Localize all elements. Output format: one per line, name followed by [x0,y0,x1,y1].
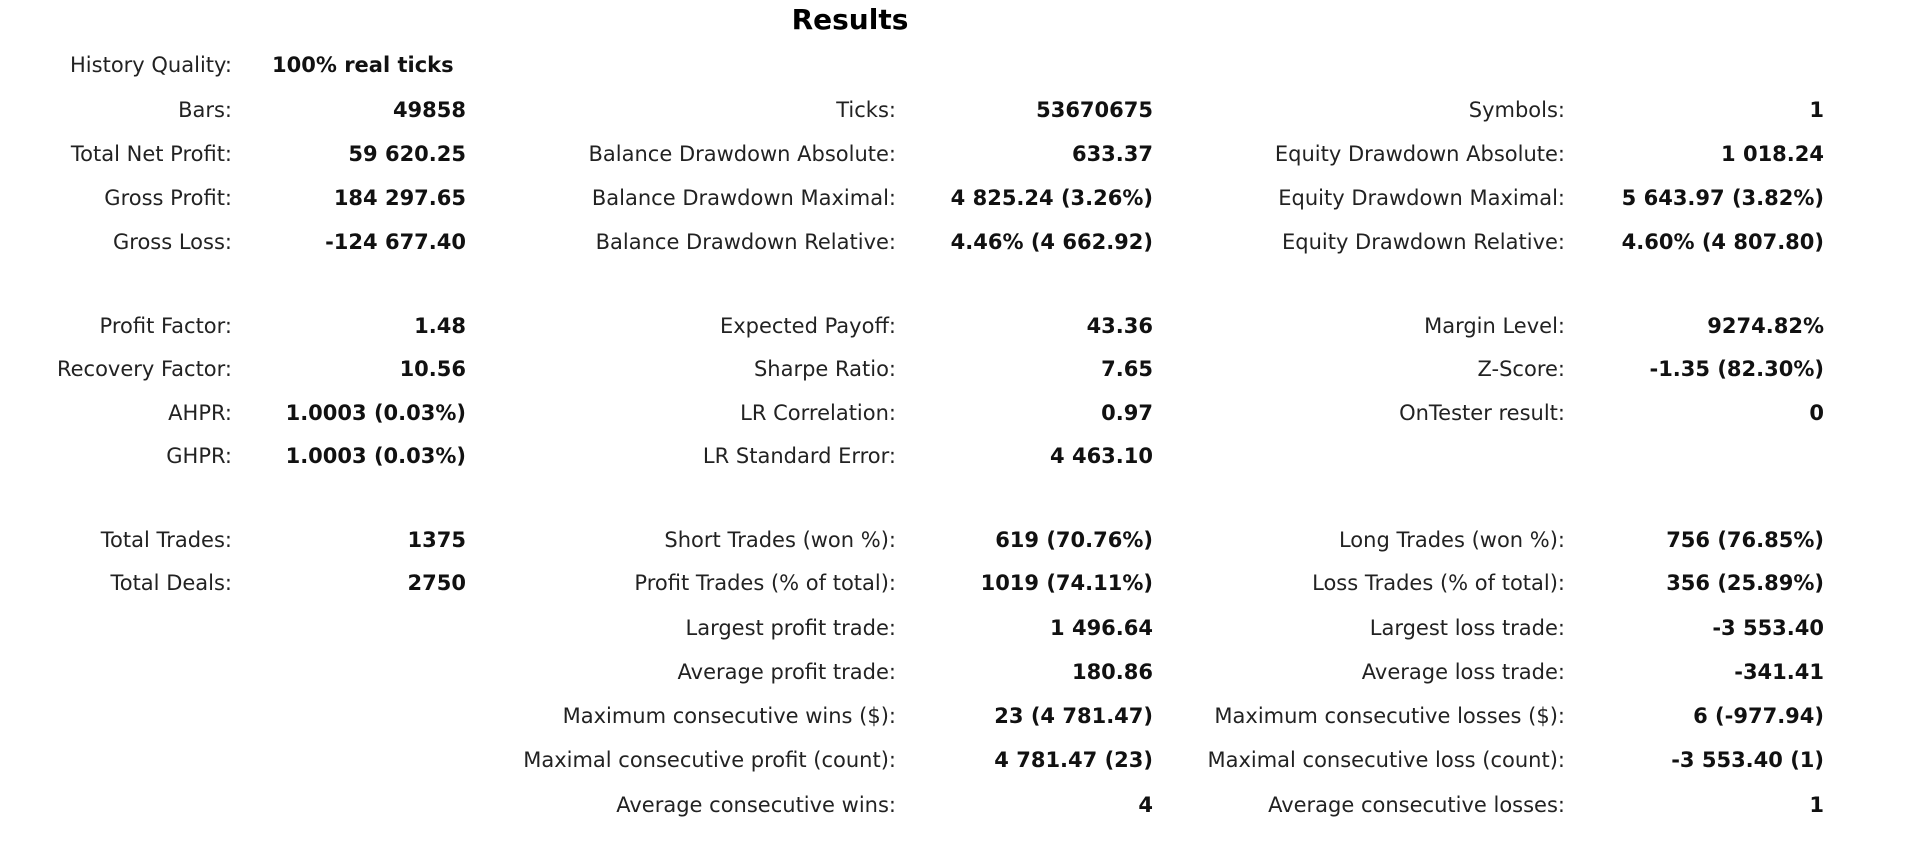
equity-drawdown-absolute-label: Equity Drawdown Absolute: [1274,142,1565,166]
equity-drawdown-maximal-value: 5 643.97 (3.82%) [1621,186,1824,210]
max-consecutive-wins-value: 23 (4 781.47) [994,704,1153,728]
profit-trades-label: Profit Trades (% of total): [634,571,896,595]
total-trades-value: 1375 [407,528,466,552]
balance-drawdown-maximal-value: 4 825.24 (3.26%) [950,186,1153,210]
max-consecutive-losses-label: Maximum consecutive losses ($): [1214,704,1565,728]
total-trades-label: Total Trades: [100,528,232,552]
ticks-value: 53670675 [1036,98,1153,122]
history-quality-value: 100% real ticks [272,53,454,77]
largest-profit-trade-value: 1 496.64 [1050,616,1153,640]
loss-trades-label: Loss Trades (% of total): [1312,571,1565,595]
expected-payoff-label: Expected Payoff: [719,314,896,338]
balance-drawdown-absolute-value: 633.37 [1071,142,1153,166]
largest-loss-trade-label: Largest loss trade: [1369,616,1565,640]
ghpr-label: GHPR: [166,444,232,468]
balance-drawdown-relative-value: 4.46% (4 662.92) [950,230,1153,254]
average-consecutive-wins-value: 4 [1138,793,1153,817]
short-trades-label: Short Trades (won %): [664,528,896,552]
ontester-result-label: OnTester result: [1399,401,1565,425]
equity-drawdown-relative-label: Equity Drawdown Relative: [1281,230,1565,254]
sharpe-ratio-label: Sharpe Ratio: [753,357,896,381]
profit-factor-label: Profit Factor: [99,314,232,338]
balance-drawdown-relative-label: Balance Drawdown Relative: [595,230,896,254]
margin-level-value: 9274.82% [1707,314,1824,338]
gross-loss-label: Gross Loss: [113,230,232,254]
profit-trades-value: 1019 (74.11%) [980,571,1153,595]
equity-drawdown-maximal-label: Equity Drawdown Maximal: [1278,186,1565,210]
average-loss-trade-value: -341.41 [1734,660,1824,684]
expected-payoff-value: 43.36 [1086,314,1153,338]
largest-profit-trade-label: Largest profit trade: [685,616,896,640]
maximal-consecutive-loss-label: Maximal consecutive loss (count): [1207,748,1565,772]
average-loss-trade-label: Average loss trade: [1361,660,1565,684]
margin-level-label: Margin Level: [1424,314,1565,338]
average-profit-trade-label: Average profit trade: [677,660,896,684]
total-net-profit-value: 59 620.25 [348,142,466,166]
long-trades-label: Long Trades (won %): [1338,528,1565,552]
loss-trades-value: 356 (25.89%) [1666,571,1824,595]
sharpe-ratio-value: 7.65 [1101,357,1153,381]
maximal-consecutive-profit-label: Maximal consecutive profit (count): [523,748,896,772]
lr-correlation-label: LR Correlation: [740,401,896,425]
max-consecutive-losses-value: 6 (-977.94) [1693,704,1824,728]
gross-profit-value: 184 297.65 [333,186,466,210]
maximal-consecutive-profit-value: 4 781.47 (23) [994,748,1153,772]
results-title: Results [791,3,909,36]
symbols-label: Symbols: [1468,98,1565,122]
average-consecutive-losses-value: 1 [1809,793,1824,817]
equity-drawdown-relative-value: 4.60% (4 807.80) [1621,230,1824,254]
equity-drawdown-absolute-value: 1 018.24 [1721,142,1824,166]
ticks-label: Ticks: [836,98,896,122]
lr-correlation-value: 0.97 [1101,401,1153,425]
history-quality-label: History Quality: [70,53,232,77]
recovery-factor-value: 10.56 [399,357,466,381]
lr-standard-error-value: 4 463.10 [1050,444,1153,468]
short-trades-value: 619 (70.76%) [995,528,1153,552]
balance-drawdown-maximal-label: Balance Drawdown Maximal: [591,186,896,210]
total-net-profit-label: Total Net Profit: [70,142,232,166]
average-profit-trade-value: 180.86 [1071,660,1153,684]
lr-standard-error-label: LR Standard Error: [702,444,896,468]
total-deals-value: 2750 [407,571,466,595]
average-consecutive-wins-label: Average consecutive wins: [616,793,896,817]
gross-profit-label: Gross Profit: [104,186,232,210]
symbols-value: 1 [1809,98,1824,122]
average-consecutive-losses-label: Average consecutive losses: [1268,793,1565,817]
recovery-factor-label: Recovery Factor: [56,357,232,381]
ahpr-label: AHPR: [168,401,232,425]
long-trades-value: 756 (76.85%) [1666,528,1824,552]
bars-label: Bars: [178,98,232,122]
ahpr-value: 1.0003 (0.03%) [285,401,466,425]
profit-factor-value: 1.48 [414,314,466,338]
maximal-consecutive-loss-value: -3 553.40 (1) [1671,748,1824,772]
gross-loss-value: -124 677.40 [325,230,466,254]
ghpr-value: 1.0003 (0.03%) [285,444,466,468]
max-consecutive-wins-label: Maximum consecutive wins ($): [562,704,896,728]
ontester-result-value: 0 [1809,401,1824,425]
z-score-label: Z-Score: [1477,357,1566,381]
total-deals-label: Total Deals: [110,571,232,595]
balance-drawdown-absolute-label: Balance Drawdown Absolute: [588,142,896,166]
largest-loss-trade-value: -3 553.40 [1712,616,1824,640]
bars-value: 49858 [392,98,466,122]
z-score-value: -1.35 (82.30%) [1649,357,1824,381]
